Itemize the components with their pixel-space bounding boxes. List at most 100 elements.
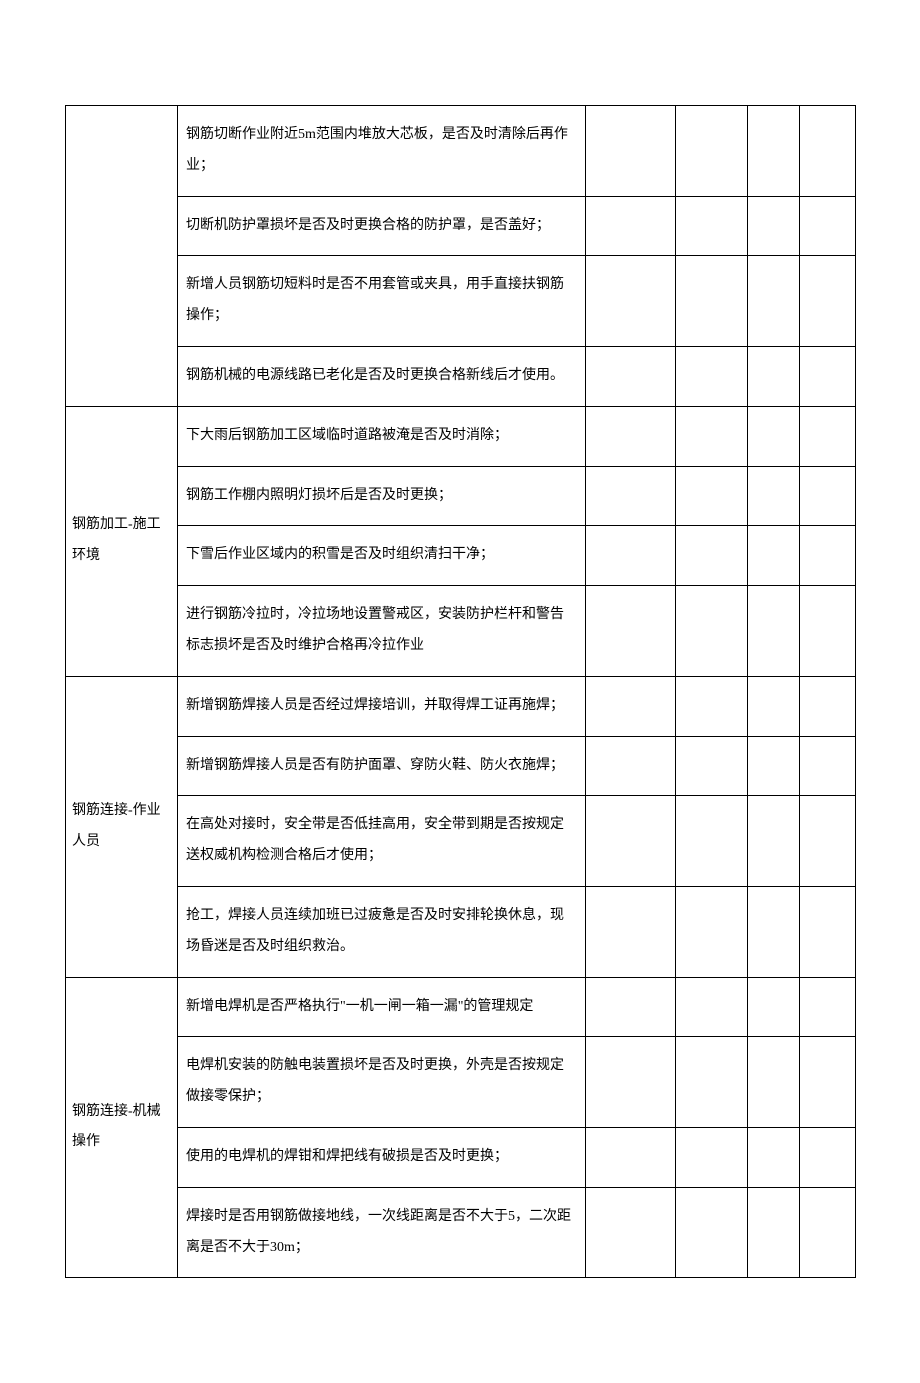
table-row: 钢筋机械的电源线路已老化是否及时更换合格新线后才使用。 <box>66 346 856 406</box>
empty-cell-2 <box>676 676 748 736</box>
table-row: 钢筋切断作业附近5m范围内堆放大芯板，是否及时清除后再作业； <box>66 106 856 197</box>
empty-cell-4 <box>800 1187 856 1278</box>
empty-cell-4 <box>800 676 856 736</box>
empty-cell-3 <box>748 406 800 466</box>
empty-cell-1 <box>586 796 676 887</box>
empty-cell-3 <box>748 676 800 736</box>
empty-cell-4 <box>800 1127 856 1187</box>
empty-cell-4 <box>800 526 856 586</box>
empty-cell-4 <box>800 466 856 526</box>
table-row: 钢筋工作棚内照明灯损坏后是否及时更换； <box>66 466 856 526</box>
empty-cell-4 <box>800 736 856 796</box>
empty-cell-2 <box>676 1127 748 1187</box>
empty-cell-3 <box>748 736 800 796</box>
empty-cell-2 <box>676 796 748 887</box>
empty-cell-1 <box>586 526 676 586</box>
table-row: 抢工，焊接人员连续加班已过疲惫是否及时安排轮换休息，现场昏迷是否及时组织救治。 <box>66 886 856 977</box>
description-cell: 电焊机安装的防触电装置损坏是否及时更换，外壳是否按规定做接零保护； <box>178 1037 586 1128</box>
table-row: 钢筋连接-机械操作新增电焊机是否严格执行"一机一闸一箱一漏"的管理规定 <box>66 977 856 1037</box>
empty-cell-3 <box>748 466 800 526</box>
empty-cell-2 <box>676 586 748 677</box>
empty-cell-3 <box>748 977 800 1037</box>
description-cell: 新增人员钢筋切短料时是否不用套管或夹具，用手直接扶钢筋操作； <box>178 256 586 347</box>
empty-cell-4 <box>800 796 856 887</box>
empty-cell-1 <box>586 346 676 406</box>
description-cell: 下大雨后钢筋加工区域临时道路被淹是否及时消除； <box>178 406 586 466</box>
empty-cell-2 <box>676 1187 748 1278</box>
table-row: 新增钢筋焊接人员是否有防护面罩、穿防火鞋、防火衣施焊； <box>66 736 856 796</box>
category-cell <box>66 106 178 407</box>
empty-cell-3 <box>748 1127 800 1187</box>
empty-cell-4 <box>800 977 856 1037</box>
empty-cell-1 <box>586 586 676 677</box>
empty-cell-4 <box>800 106 856 197</box>
empty-cell-3 <box>748 1037 800 1128</box>
description-cell: 钢筋机械的电源线路已老化是否及时更换合格新线后才使用。 <box>178 346 586 406</box>
description-cell: 切断机防护罩损坏是否及时更换合格的防护罩，是否盖好； <box>178 196 586 256</box>
empty-cell-1 <box>586 256 676 347</box>
empty-cell-2 <box>676 106 748 197</box>
empty-cell-1 <box>586 1127 676 1187</box>
table-row: 切断机防护罩损坏是否及时更换合格的防护罩，是否盖好； <box>66 196 856 256</box>
empty-cell-4 <box>800 586 856 677</box>
empty-cell-2 <box>676 346 748 406</box>
category-cell: 钢筋加工-施工环境 <box>66 406 178 676</box>
description-cell: 使用的电焊机的焊钳和焊把线有破损是否及时更换； <box>178 1127 586 1187</box>
category-cell: 钢筋连接-作业人员 <box>66 676 178 977</box>
empty-cell-1 <box>586 106 676 197</box>
empty-cell-4 <box>800 346 856 406</box>
empty-cell-2 <box>676 886 748 977</box>
empty-cell-3 <box>748 256 800 347</box>
empty-cell-1 <box>586 886 676 977</box>
description-cell: 在高处对接时，安全带是否低挂高用，安全带到期是否按规定送权威机构检测合格后才使用… <box>178 796 586 887</box>
empty-cell-2 <box>676 466 748 526</box>
table-row: 电焊机安装的防触电装置损坏是否及时更换，外壳是否按规定做接零保护； <box>66 1037 856 1128</box>
category-cell: 钢筋连接-机械操作 <box>66 977 178 1278</box>
empty-cell-2 <box>676 736 748 796</box>
description-cell: 抢工，焊接人员连续加班已过疲惫是否及时安排轮换休息，现场昏迷是否及时组织救治。 <box>178 886 586 977</box>
empty-cell-4 <box>800 196 856 256</box>
empty-cell-2 <box>676 196 748 256</box>
description-cell: 下雪后作业区域内的积雪是否及时组织清扫干净； <box>178 526 586 586</box>
table-row: 新增人员钢筋切短料时是否不用套管或夹具，用手直接扶钢筋操作； <box>66 256 856 347</box>
table-row: 钢筋连接-作业人员新增钢筋焊接人员是否经过焊接培训，并取得焊工证再施焊； <box>66 676 856 736</box>
description-cell: 焊接时是否用钢筋做接地线，一次线距离是否不大于5，二次距离是否不大于30m； <box>178 1187 586 1278</box>
empty-cell-3 <box>748 586 800 677</box>
empty-cell-3 <box>748 526 800 586</box>
empty-cell-1 <box>586 1037 676 1128</box>
empty-cell-1 <box>586 977 676 1037</box>
table-row: 进行钢筋冷拉时，冷拉场地设置警戒区，安装防护栏杆和警告标志损坏是否及时维护合格再… <box>66 586 856 677</box>
description-cell: 新增钢筋焊接人员是否经过焊接培训，并取得焊工证再施焊； <box>178 676 586 736</box>
empty-cell-2 <box>676 526 748 586</box>
empty-cell-2 <box>676 406 748 466</box>
description-cell: 新增钢筋焊接人员是否有防护面罩、穿防火鞋、防火衣施焊； <box>178 736 586 796</box>
empty-cell-3 <box>748 196 800 256</box>
empty-cell-1 <box>586 196 676 256</box>
table-row: 焊接时是否用钢筋做接地线，一次线距离是否不大于5，二次距离是否不大于30m； <box>66 1187 856 1278</box>
empty-cell-2 <box>676 1037 748 1128</box>
empty-cell-1 <box>586 676 676 736</box>
description-cell: 钢筋工作棚内照明灯损坏后是否及时更换； <box>178 466 586 526</box>
empty-cell-1 <box>586 1187 676 1278</box>
empty-cell-3 <box>748 1187 800 1278</box>
empty-cell-4 <box>800 406 856 466</box>
empty-cell-4 <box>800 1037 856 1128</box>
empty-cell-3 <box>748 796 800 887</box>
table-row: 使用的电焊机的焊钳和焊把线有破损是否及时更换； <box>66 1127 856 1187</box>
empty-cell-2 <box>676 256 748 347</box>
description-cell: 新增电焊机是否严格执行"一机一闸一箱一漏"的管理规定 <box>178 977 586 1037</box>
empty-cell-1 <box>586 406 676 466</box>
empty-cell-4 <box>800 256 856 347</box>
empty-cell-1 <box>586 466 676 526</box>
table-row: 下雪后作业区域内的积雪是否及时组织清扫干净； <box>66 526 856 586</box>
table-row: 钢筋加工-施工环境下大雨后钢筋加工区域临时道路被淹是否及时消除； <box>66 406 856 466</box>
empty-cell-2 <box>676 977 748 1037</box>
empty-cell-3 <box>748 106 800 197</box>
empty-cell-3 <box>748 886 800 977</box>
empty-cell-1 <box>586 736 676 796</box>
empty-cell-3 <box>748 346 800 406</box>
empty-cell-4 <box>800 886 856 977</box>
table-row: 在高处对接时，安全带是否低挂高用，安全带到期是否按规定送权威机构检测合格后才使用… <box>66 796 856 887</box>
inspection-table: 钢筋切断作业附近5m范围内堆放大芯板，是否及时清除后再作业；切断机防护罩损坏是否… <box>65 105 856 1278</box>
description-cell: 钢筋切断作业附近5m范围内堆放大芯板，是否及时清除后再作业； <box>178 106 586 197</box>
